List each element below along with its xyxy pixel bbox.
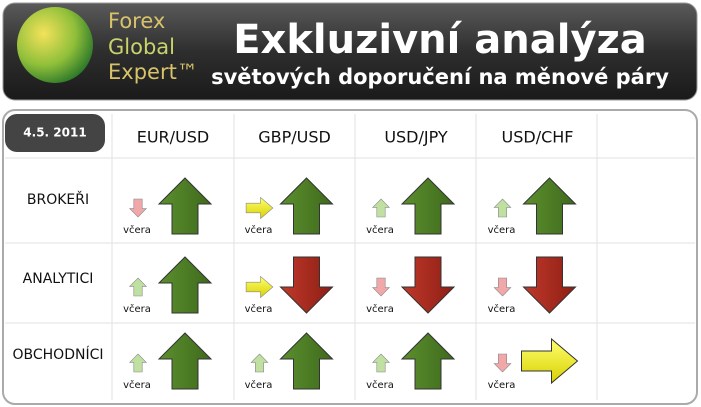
previous-arrow bbox=[493, 198, 512, 218]
previous-label: včera bbox=[488, 303, 516, 315]
column-header: GBP/USD bbox=[258, 128, 331, 147]
grid bbox=[5, 114, 695, 400]
title: Exkluzivní analýza bbox=[233, 17, 647, 63]
previous-arrow bbox=[371, 353, 391, 373]
table-panel bbox=[2, 109, 698, 405]
trend-arrow bbox=[157, 332, 213, 390]
row-label: OBCHODNÍCI bbox=[13, 346, 104, 363]
previous-label: včera bbox=[366, 379, 394, 391]
previous-arrow bbox=[493, 277, 512, 297]
brand-line: Global bbox=[108, 35, 175, 59]
previous-label: včera bbox=[366, 303, 394, 315]
brand-line: Forex bbox=[108, 9, 165, 33]
trend-arrow bbox=[522, 177, 577, 235]
previous-label: včera bbox=[488, 379, 516, 391]
column-header: USD/JPY bbox=[384, 128, 448, 147]
trend-arrow bbox=[400, 256, 456, 314]
row-label: ANALYTICI bbox=[23, 271, 94, 287]
previous-arrow bbox=[245, 196, 274, 220]
date-tab bbox=[5, 114, 105, 152]
trend-arrow bbox=[400, 332, 456, 390]
previous-arrow bbox=[371, 277, 391, 297]
logo-globe bbox=[17, 7, 93, 83]
trend-arrow bbox=[279, 332, 334, 390]
previous-arrow bbox=[128, 198, 148, 218]
date: 4.5. 2011 bbox=[23, 126, 86, 140]
trend-arrow bbox=[521, 337, 579, 385]
column-header: EUR/USD bbox=[137, 128, 210, 147]
trend-arrow bbox=[400, 177, 456, 235]
previous-label: včera bbox=[123, 303, 151, 315]
previous-label: včera bbox=[123, 224, 151, 236]
previous-arrow bbox=[128, 277, 148, 297]
trend-arrow bbox=[279, 177, 334, 235]
trend-arrow bbox=[279, 256, 334, 314]
column-header: USD/CHF bbox=[502, 128, 574, 147]
previous-label: včera bbox=[366, 224, 394, 236]
previous-arrow bbox=[250, 353, 269, 373]
previous-arrow bbox=[371, 198, 391, 218]
header-bar bbox=[2, 2, 698, 101]
previous-label: včera bbox=[123, 379, 151, 391]
previous-label: včera bbox=[488, 224, 516, 236]
trend-arrow bbox=[157, 256, 213, 314]
previous-label: včera bbox=[245, 379, 273, 391]
trend-arrow bbox=[522, 256, 577, 314]
brand-line: Expert™ bbox=[108, 60, 198, 84]
subtitle: světových doporučení na měnové páry bbox=[211, 65, 669, 89]
previous-arrow bbox=[128, 353, 148, 373]
previous-arrow bbox=[245, 275, 274, 299]
previous-label: včera bbox=[245, 224, 273, 236]
previous-arrow bbox=[493, 353, 512, 373]
trend-arrow bbox=[157, 177, 213, 235]
row-label: BROKEŘI bbox=[27, 191, 89, 208]
previous-label: včera bbox=[245, 303, 273, 315]
